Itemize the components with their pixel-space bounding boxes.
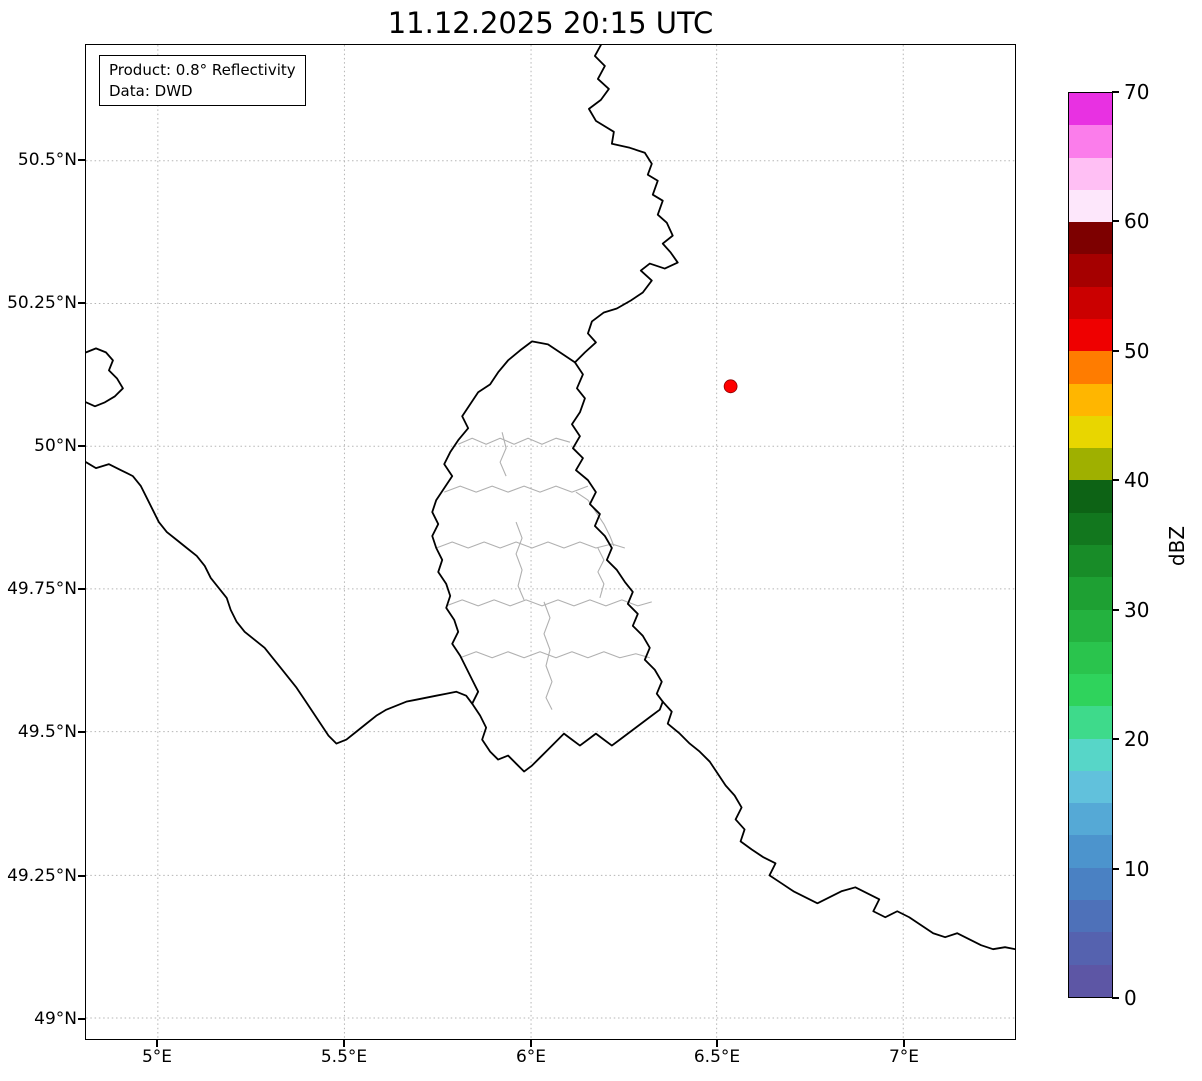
y-tick-mark xyxy=(78,1018,85,1020)
colorbar-tick-mark xyxy=(1112,868,1119,870)
colorbar-tick-mark xyxy=(1112,220,1119,222)
admin-borders xyxy=(436,432,652,710)
x-tick-label: 5.5°E xyxy=(320,1047,368,1067)
colorbar-tick-mark xyxy=(1112,91,1119,93)
colorbar-segment xyxy=(1069,189,1112,223)
y-tick-mark xyxy=(78,159,85,161)
x-tick-label: 6.5°E xyxy=(693,1047,741,1067)
x-tick-mark xyxy=(343,1040,345,1047)
colorbar-segment xyxy=(1069,480,1112,513)
colorbar-tick-label: 10 xyxy=(1124,857,1150,881)
x-tick-label: 5°E xyxy=(141,1047,173,1067)
data-source-label: Data: DWD xyxy=(109,81,193,100)
y-tick-label: 49.75°N xyxy=(7,579,77,599)
y-tick-mark xyxy=(78,731,85,733)
colorbar-segment xyxy=(1069,448,1112,481)
latlon-gridlines xyxy=(86,45,1015,1039)
figure-title: 11.12.2025 20:15 UTC xyxy=(387,6,714,40)
border-luxembourg-west-south xyxy=(431,340,664,773)
y-tick-mark xyxy=(78,302,85,304)
colorbar-segment xyxy=(1069,867,1112,901)
colorbar-segment xyxy=(1069,932,1112,965)
colorbar-tick-label: 30 xyxy=(1124,598,1150,622)
x-tick-mark xyxy=(156,1040,158,1047)
colorbar-segment xyxy=(1069,415,1112,449)
product-info-box: Product: 0.8° Reflectivity Data: DWD xyxy=(99,55,306,107)
colorbar-tick-mark xyxy=(1112,350,1119,352)
x-tick-label: 7°E xyxy=(888,1047,920,1067)
colorbar-segment xyxy=(1069,609,1112,642)
y-tick-mark xyxy=(78,445,85,447)
colorbar-segment xyxy=(1069,254,1112,287)
radar-site-marker xyxy=(723,379,738,394)
colorbar-segment xyxy=(1069,222,1112,255)
colorbar-tick-mark xyxy=(1112,609,1119,611)
map-plot-area: Product: 0.8° Reflectivity Data: DWD xyxy=(85,44,1016,1040)
colorbar-tick-mark xyxy=(1112,738,1119,740)
colorbar-segment xyxy=(1069,770,1112,804)
border-france-germany xyxy=(661,700,1015,951)
colorbar-tick-mark xyxy=(1112,479,1119,481)
colorbar-segment xyxy=(1069,803,1112,836)
colorbar-gradient xyxy=(1068,92,1113,998)
colorbar-axis-label: dBZ xyxy=(1165,525,1189,567)
colorbar-segment xyxy=(1069,577,1112,610)
colorbar-segment xyxy=(1069,351,1112,384)
y-tick-label: 50.25°N xyxy=(7,293,77,313)
colorbar-segment xyxy=(1069,383,1112,416)
colorbar-segment xyxy=(1069,512,1112,545)
colorbar-segment xyxy=(1069,738,1112,771)
colorbar-tick-label: 20 xyxy=(1124,727,1150,751)
colorbar-segment xyxy=(1069,125,1112,158)
border-luxembourg-germany xyxy=(571,361,664,703)
map-canvas xyxy=(86,45,1015,1039)
y-tick-label: 49°N xyxy=(34,1009,77,1029)
colorbar-tick-label: 60 xyxy=(1124,209,1150,233)
colorbar-segment xyxy=(1069,286,1112,319)
y-tick-label: 49.25°N xyxy=(7,866,77,886)
border-belgium-germany xyxy=(574,45,679,364)
colorbar-segment xyxy=(1069,900,1112,933)
colorbar-segment xyxy=(1069,318,1112,352)
colorbar-segment xyxy=(1069,544,1112,578)
colorbar-segment xyxy=(1069,93,1112,126)
colorbar-segment xyxy=(1069,835,1112,868)
product-label: Product: 0.8° Reflectivity xyxy=(109,61,296,79)
colorbar-segment xyxy=(1069,706,1112,739)
colorbar-tick-mark xyxy=(1112,997,1119,999)
border-belgium-france xyxy=(86,461,474,745)
border-givet-appendix xyxy=(86,347,124,408)
y-tick-mark xyxy=(78,588,85,590)
colorbar-tick-label: 40 xyxy=(1124,468,1150,492)
x-tick-label: 6°E xyxy=(515,1047,547,1067)
country-borders xyxy=(86,45,1015,951)
x-tick-mark xyxy=(716,1040,718,1047)
x-tick-mark xyxy=(903,1040,905,1047)
colorbar-tick-label: 0 xyxy=(1124,986,1137,1010)
colorbar-segment xyxy=(1069,964,1112,997)
colorbar-tick-label: 70 xyxy=(1124,80,1150,104)
colorbar-segment xyxy=(1069,157,1112,190)
colorbar-segment xyxy=(1069,674,1112,707)
y-tick-mark xyxy=(78,875,85,877)
colorbar-tick-label: 50 xyxy=(1124,339,1150,363)
colorbar-segment xyxy=(1069,641,1112,675)
y-tick-label: 49.5°N xyxy=(17,722,77,742)
y-tick-label: 50°N xyxy=(34,436,77,456)
y-tick-label: 50.5°N xyxy=(17,150,77,170)
x-tick-mark xyxy=(530,1040,532,1047)
